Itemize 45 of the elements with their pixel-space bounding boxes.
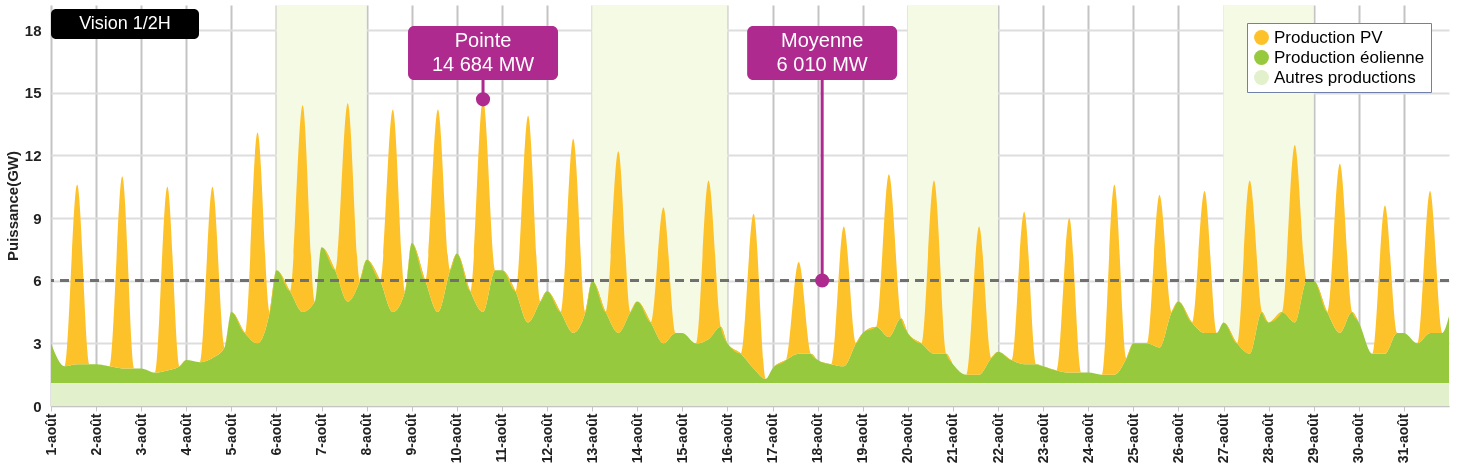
legend-label: Production PV (1274, 27, 1384, 47)
x-tick-label: 21-août (944, 413, 961, 464)
x-tick-label: 28-août (1260, 413, 1277, 464)
x-tick-label: 27-août (1215, 413, 1232, 464)
y-tick-label: 6 (33, 272, 42, 290)
x-tick-label: 11-août (493, 413, 510, 463)
annotation: Vision 1/2H (79, 13, 171, 33)
y-tick-label: 3 (33, 334, 42, 352)
y-tick-label: 9 (33, 209, 42, 227)
y-tick-label: 18 (24, 21, 42, 39)
y-tick-label: 15 (24, 84, 42, 102)
x-tick-label: 14-août (628, 413, 645, 464)
x-tick-label: 7-août (313, 413, 330, 456)
x-tick-label: 19-août (854, 413, 871, 464)
x-tick-label: 24-août (1079, 413, 1096, 464)
x-tick-label: 9-août (403, 413, 420, 456)
y-tick-label: 0 (33, 397, 42, 415)
x-tick-label: 8-août (358, 413, 375, 456)
x-tick-label: 18-août (809, 413, 826, 464)
x-tick-label: 17-août (764, 413, 781, 464)
x-tick-label: 12-août (538, 413, 555, 464)
legend-label: Autres productions (1274, 67, 1416, 87)
y-tick-label: 12 (24, 146, 42, 164)
x-tick-label: 1-août (42, 413, 59, 456)
x-tick-label: 3-août (132, 413, 149, 456)
x-tick-label: 30-août (1350, 413, 1367, 464)
x-tick-label: 31-août (1395, 413, 1412, 464)
x-tick-label: 26-août (1169, 413, 1186, 464)
x-tick-label: 4-août (177, 413, 194, 456)
annotation: Pointe 14 684 MW (431, 29, 535, 75)
x-tick-label: 29-août (1305, 413, 1322, 464)
x-tick-label: 13-août (583, 413, 600, 464)
x-tick-label: 15-août (673, 413, 690, 464)
x-tick-label: 2-août (87, 413, 104, 456)
x-tick-label: 10-août (448, 413, 465, 464)
legend-label: Production éolienne (1274, 47, 1425, 67)
x-tick-label: 16-août (718, 413, 735, 464)
x-tick-label: 5-août (222, 413, 239, 456)
annotation: Moyenne 6 010 MW (776, 29, 868, 75)
x-tick-label: 22-août (989, 413, 1006, 464)
x-tick-label: 20-août (899, 413, 916, 464)
x-tick-label: 25-août (1124, 413, 1141, 464)
y-axis-title: Puissance(GW) (3, 150, 21, 262)
x-tick-label: 23-août (1034, 413, 1051, 464)
x-tick-label: 6-août (267, 413, 284, 456)
